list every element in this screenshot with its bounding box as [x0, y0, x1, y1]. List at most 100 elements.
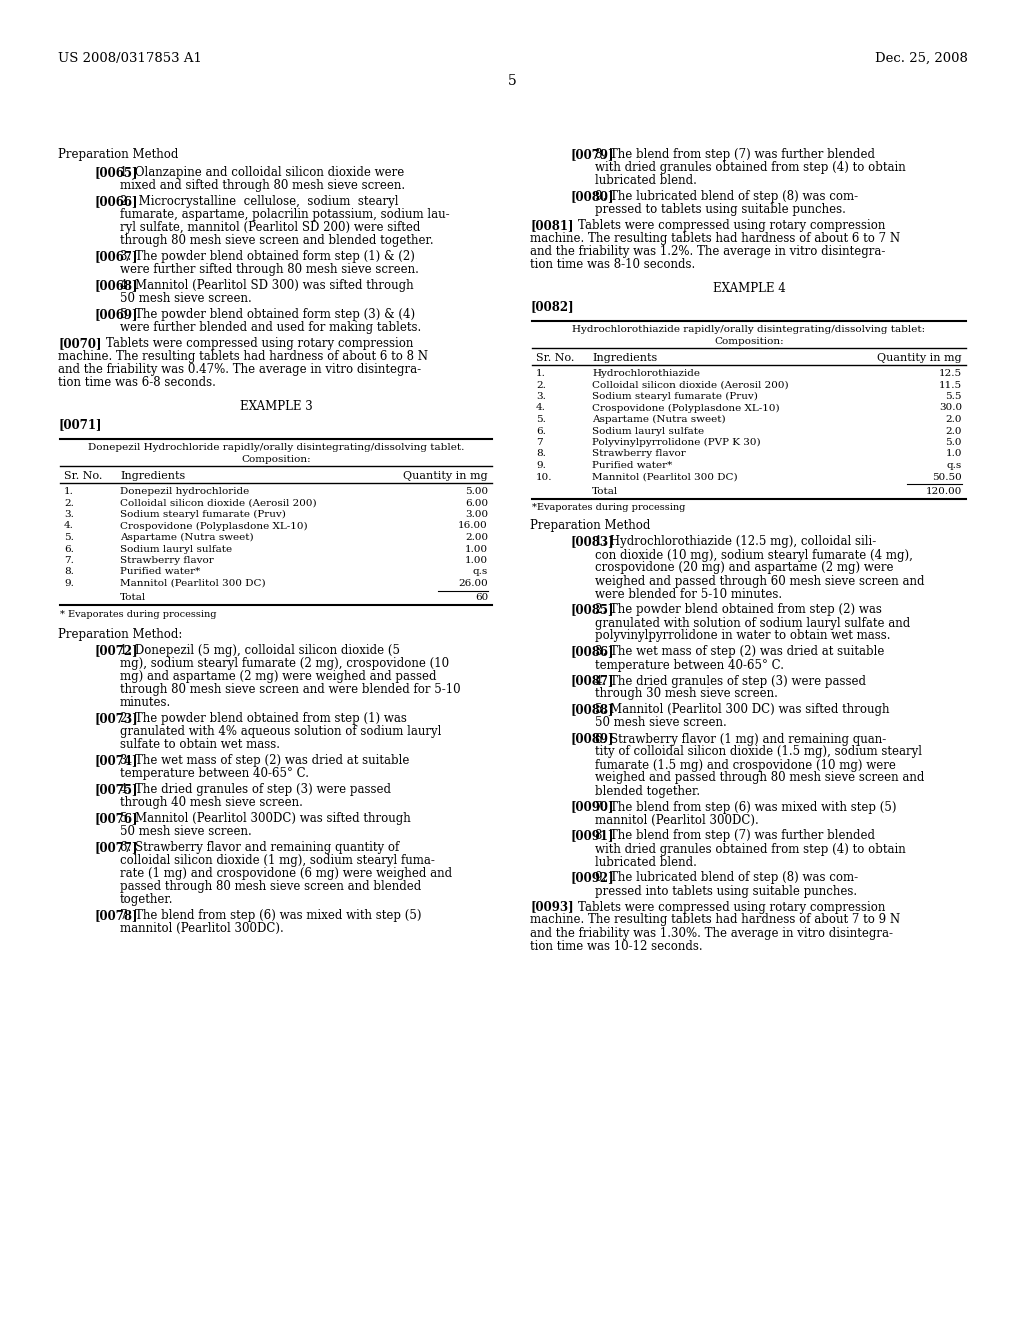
Text: con dioxide (10 mg), sodium stearyl fumarate (4 mg),: con dioxide (10 mg), sodium stearyl fuma… — [595, 549, 912, 561]
Text: Strawberry flavor: Strawberry flavor — [592, 450, 686, 458]
Text: [0068]: [0068] — [95, 279, 138, 292]
Text: 5: 5 — [508, 74, 516, 88]
Text: 2.: 2. — [63, 499, 74, 507]
Text: [0083]: [0083] — [570, 536, 613, 549]
Text: *Evaporates during processing: *Evaporates during processing — [532, 503, 685, 512]
Text: weighed and passed through 80 mesh sieve screen and: weighed and passed through 80 mesh sieve… — [595, 771, 925, 784]
Text: 5.00: 5.00 — [465, 487, 488, 496]
Text: were blended for 5-10 minutes.: were blended for 5-10 minutes. — [595, 587, 782, 601]
Text: fumarate, aspartame, polacrilin potassium, sodium lau-: fumarate, aspartame, polacrilin potassiu… — [120, 209, 450, 220]
Text: [0069]: [0069] — [95, 308, 138, 321]
Text: Composition:: Composition: — [714, 337, 783, 346]
Text: 3. The wet mass of step (2) was dried at suitable: 3. The wet mass of step (2) was dried at… — [595, 645, 885, 659]
Text: Dec. 25, 2008: Dec. 25, 2008 — [876, 51, 968, 65]
Text: 9. The lubricated blend of step (8) was com-: 9. The lubricated blend of step (8) was … — [595, 190, 858, 203]
Text: with dried granules obtained from step (4) to obtain: with dried granules obtained from step (… — [595, 161, 906, 174]
Text: 5.0: 5.0 — [945, 438, 962, 447]
Text: crospovidone (20 mg) and aspartame (2 mg) were: crospovidone (20 mg) and aspartame (2 mg… — [595, 561, 894, 574]
Text: ryl sulfate, mannitol (Pearlitol SD 200) were sifted: ryl sulfate, mannitol (Pearlitol SD 200)… — [120, 220, 421, 234]
Text: 1. Olanzapine and colloidal silicon dioxide were: 1. Olanzapine and colloidal silicon diox… — [120, 166, 404, 180]
Text: pressed to tablets using suitable punches.: pressed to tablets using suitable punche… — [595, 203, 846, 216]
Text: Polyvinylpyrrolidone (PVP K 30): Polyvinylpyrrolidone (PVP K 30) — [592, 438, 761, 447]
Text: [0066]: [0066] — [95, 195, 138, 209]
Text: tion time was 10-12 seconds.: tion time was 10-12 seconds. — [530, 940, 702, 953]
Text: [0081]: [0081] — [530, 219, 573, 232]
Text: 8.: 8. — [63, 568, 74, 577]
Text: Ingredients: Ingredients — [120, 471, 185, 480]
Text: 4. Mannitol (Pearlitol SD 300) was sifted through: 4. Mannitol (Pearlitol SD 300) was sifte… — [120, 279, 414, 292]
Text: 26.00: 26.00 — [459, 579, 488, 587]
Text: were further sifted through 80 mesh sieve screen.: were further sifted through 80 mesh siev… — [120, 263, 419, 276]
Text: 7: 7 — [536, 438, 543, 447]
Text: 8. The blend from step (7) was further blended: 8. The blend from step (7) was further b… — [595, 829, 874, 842]
Text: and the friability was 1.30%. The average in vitro disintegra-: and the friability was 1.30%. The averag… — [530, 927, 893, 940]
Text: [0093]: [0093] — [530, 900, 573, 913]
Text: Tablets were compressed using rotary compression: Tablets were compressed using rotary com… — [578, 219, 886, 232]
Text: Strawberry flavor: Strawberry flavor — [120, 556, 214, 565]
Text: [0080]: [0080] — [570, 190, 613, 203]
Text: 11.5: 11.5 — [939, 380, 962, 389]
Text: 6. Strawberry flavor (1 mg) and remaining quan-: 6. Strawberry flavor (1 mg) and remainin… — [595, 733, 886, 746]
Text: lubricated blend.: lubricated blend. — [595, 174, 697, 187]
Text: mannitol (Pearlitol 300DC).: mannitol (Pearlitol 300DC). — [120, 921, 284, 935]
Text: 4. The dried granules of step (3) were passed: 4. The dried granules of step (3) were p… — [120, 783, 391, 796]
Text: Mannitol (Pearlitol 300 DC): Mannitol (Pearlitol 300 DC) — [120, 579, 265, 587]
Text: [0086]: [0086] — [570, 645, 613, 659]
Text: 4.: 4. — [536, 404, 546, 412]
Text: granulated with solution of sodium lauryl sulfate and: granulated with solution of sodium laury… — [595, 616, 910, 630]
Text: passed through 80 mesh sieve screen and blended: passed through 80 mesh sieve screen and … — [120, 880, 421, 894]
Text: Sodium lauryl sulfate: Sodium lauryl sulfate — [592, 426, 705, 436]
Text: 3.: 3. — [536, 392, 546, 401]
Text: 50 mesh sieve screen.: 50 mesh sieve screen. — [120, 825, 252, 838]
Text: 2.  Microcrystalline  cellulose,  sodium  stearyl: 2. Microcrystalline cellulose, sodium st… — [120, 195, 398, 209]
Text: fumarate (1.5 mg) and crospovidone (10 mg) were: fumarate (1.5 mg) and crospovidone (10 m… — [595, 759, 896, 771]
Text: [0077]: [0077] — [95, 841, 138, 854]
Text: tity of colloidal silicon dioxide (1.5 mg), sodium stearyl: tity of colloidal silicon dioxide (1.5 m… — [595, 746, 922, 759]
Text: machine. The resulting tablets had hardness of about 6 to 7 N: machine. The resulting tablets had hardn… — [530, 232, 900, 246]
Text: Colloidal silicon dioxide (Aerosil 200): Colloidal silicon dioxide (Aerosil 200) — [592, 380, 788, 389]
Text: through 80 mesh sieve screen and were blended for 5-10: through 80 mesh sieve screen and were bl… — [120, 682, 461, 696]
Text: Hydrochlorothiazide rapidly/orally disintegrating/dissolving tablet:: Hydrochlorothiazide rapidly/orally disin… — [572, 325, 926, 334]
Text: Donepezil hydrochloride: Donepezil hydrochloride — [120, 487, 249, 496]
Text: 5.: 5. — [63, 533, 74, 543]
Text: EXAMPLE 3: EXAMPLE 3 — [240, 400, 312, 413]
Text: 1.0: 1.0 — [945, 450, 962, 458]
Text: 5. Mannitol (Pearlitol 300DC) was sifted through: 5. Mannitol (Pearlitol 300DC) was sifted… — [120, 812, 411, 825]
Text: q.s: q.s — [947, 461, 962, 470]
Text: 2.0: 2.0 — [945, 414, 962, 424]
Text: 1.: 1. — [63, 487, 74, 496]
Text: [0071]: [0071] — [58, 418, 101, 432]
Text: 9. The lubricated blend of step (8) was com-: 9. The lubricated blend of step (8) was … — [595, 871, 858, 884]
Text: 3.: 3. — [63, 510, 74, 519]
Text: granulated with 4% aqueous solution of sodium lauryl: granulated with 4% aqueous solution of s… — [120, 725, 441, 738]
Text: Crospovidone (Polyplasdone XL-10): Crospovidone (Polyplasdone XL-10) — [120, 521, 307, 531]
Text: 2. The powder blend obtained from step (2) was: 2. The powder blend obtained from step (… — [595, 603, 882, 616]
Text: 5. The powder blend obtained form step (3) & (4): 5. The powder blend obtained form step (… — [120, 308, 415, 321]
Text: 5.: 5. — [536, 414, 546, 424]
Text: [0089]: [0089] — [570, 733, 613, 746]
Text: 5. Mannitol (Pearlitol 300 DC) was sifted through: 5. Mannitol (Pearlitol 300 DC) was sifte… — [595, 704, 890, 717]
Text: together.: together. — [120, 894, 173, 906]
Text: 5.5: 5.5 — [945, 392, 962, 401]
Text: Purified water*: Purified water* — [592, 461, 672, 470]
Text: Sodium stearyl fumarate (Pruv): Sodium stearyl fumarate (Pruv) — [120, 510, 286, 519]
Text: Hydrochlorothiazide: Hydrochlorothiazide — [592, 370, 700, 378]
Text: mg), sodium stearyl fumarate (2 mg), crospovidone (10: mg), sodium stearyl fumarate (2 mg), cro… — [120, 657, 450, 671]
Text: Preparation Method: Preparation Method — [530, 520, 650, 532]
Text: [0065]: [0065] — [95, 166, 138, 180]
Text: Preparation Method:: Preparation Method: — [58, 628, 182, 642]
Text: 9.: 9. — [63, 579, 74, 587]
Text: 7.: 7. — [63, 556, 74, 565]
Text: [0078]: [0078] — [95, 909, 138, 921]
Text: 6.: 6. — [63, 544, 74, 553]
Text: [0074]: [0074] — [95, 754, 138, 767]
Text: 8. The blend from step (7) was further blended: 8. The blend from step (7) was further b… — [595, 148, 874, 161]
Text: 50 mesh sieve screen.: 50 mesh sieve screen. — [120, 292, 252, 305]
Text: 1.00: 1.00 — [465, 556, 488, 565]
Text: 7. The blend from step (6) was mixed with step (5): 7. The blend from step (6) was mixed wit… — [595, 800, 896, 813]
Text: 2.: 2. — [536, 380, 546, 389]
Text: tion time was 6-8 seconds.: tion time was 6-8 seconds. — [58, 376, 216, 389]
Text: 6.: 6. — [536, 426, 546, 436]
Text: Tablets were compressed using rotary compression: Tablets were compressed using rotary com… — [106, 337, 414, 350]
Text: 7. The blend from step (6) was mixed with step (5): 7. The blend from step (6) was mixed wit… — [120, 909, 422, 921]
